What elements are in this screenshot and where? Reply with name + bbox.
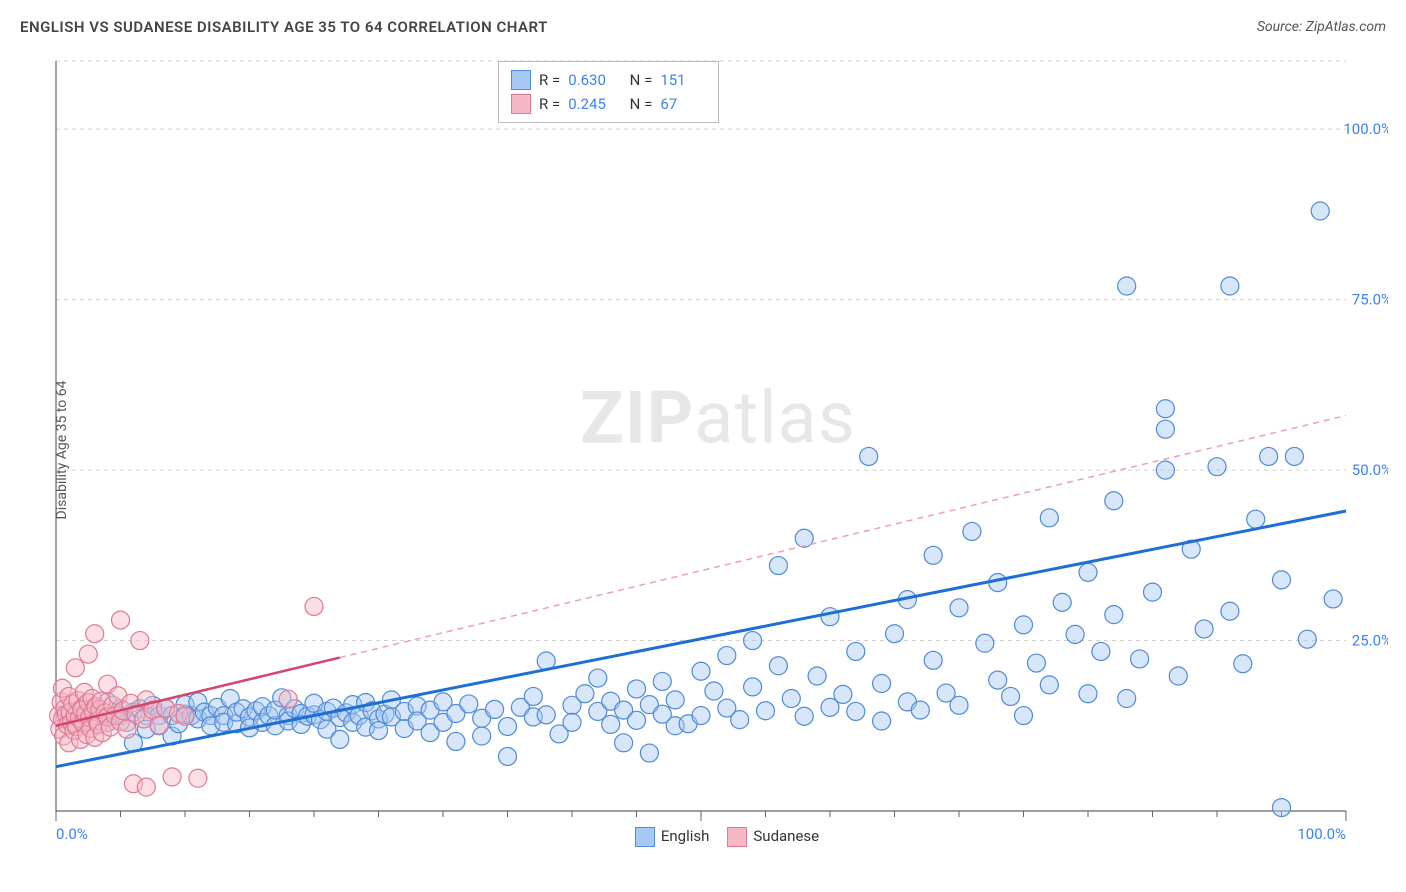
- scatter-plot: 0.0%100.0%25.0%50.0%75.0%100.0%: [48, 55, 1388, 845]
- legend-swatch-icon: [511, 94, 531, 114]
- stats-legend: R = 0.630 N = 151 R = 0.245 N = 67: [498, 61, 719, 123]
- legend-swatch-icon: [635, 827, 655, 847]
- legend-swatch-icon: [727, 827, 747, 847]
- chart-title: ENGLISH VS SUDANESE DISABILITY AGE 35 TO…: [20, 18, 548, 36]
- chart-header: ENGLISH VS SUDANESE DISABILITY AGE 35 TO…: [20, 18, 1386, 36]
- chart-container: Disability Age 35 to 64 0.0%100.0%25.0%5…: [48, 55, 1388, 845]
- svg-text:50.0%: 50.0%: [1352, 461, 1388, 479]
- legend-row: R = 0.630 N = 151: [511, 68, 706, 92]
- legend-value: 67: [660, 92, 706, 116]
- svg-text:100.0%: 100.0%: [1343, 120, 1388, 138]
- legend-key: R =: [539, 92, 560, 116]
- series-legend: English Sudanese: [48, 827, 1388, 847]
- legend-value: 0.245: [568, 92, 614, 116]
- svg-text:75.0%: 75.0%: [1352, 291, 1388, 309]
- legend-series-label: Sudanese: [753, 827, 819, 845]
- svg-text:25.0%: 25.0%: [1352, 632, 1388, 650]
- legend-key: R =: [539, 68, 560, 92]
- legend-row: R = 0.245 N = 67: [511, 92, 706, 116]
- legend-key: N =: [622, 68, 652, 92]
- legend-series-label: English: [661, 827, 710, 845]
- legend-value: 0.630: [568, 68, 614, 92]
- legend-swatch-icon: [511, 70, 531, 90]
- chart-source: Source: ZipAtlas.com: [1257, 19, 1386, 35]
- legend-value: 151: [660, 68, 706, 92]
- legend-key: N =: [622, 92, 652, 116]
